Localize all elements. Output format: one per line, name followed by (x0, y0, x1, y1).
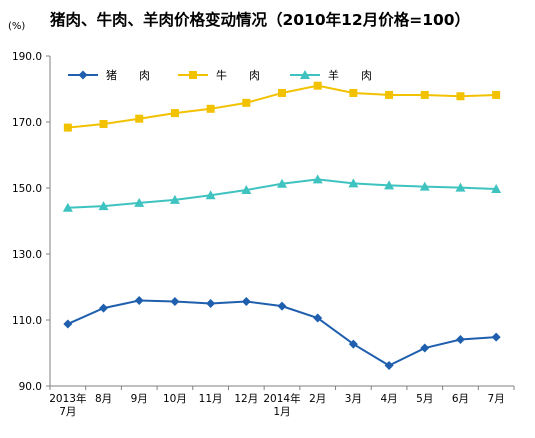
chart-title: 猪肉、牛肉、羊肉价格变动情况（2010年12月价格=100） (49, 10, 470, 29)
data-point (205, 190, 216, 200)
data-point (491, 332, 501, 342)
data-point (170, 109, 179, 118)
data-point (348, 339, 358, 349)
data-point (63, 123, 72, 132)
legend-marker (300, 70, 310, 79)
data-point (420, 90, 429, 99)
x-tick-label: 11月 (199, 393, 223, 405)
x-tick-label: 1月 (273, 406, 290, 418)
legend-marker (78, 70, 88, 80)
unit-label: (%) (8, 21, 25, 32)
data-point (455, 182, 466, 192)
data-point (242, 98, 251, 107)
data-point (419, 181, 430, 191)
data-point (312, 174, 323, 184)
x-tick-label: 4月 (380, 393, 397, 405)
x-tick-label: 2014年 (263, 392, 300, 405)
series-2 (62, 174, 502, 212)
data-point (169, 194, 180, 204)
data-point (277, 301, 287, 311)
data-point (206, 299, 216, 308)
data-point (99, 303, 109, 313)
y-tick-label: 170.0 (12, 117, 42, 129)
legend-label: 猪 肉 (106, 69, 150, 82)
series-1 (63, 81, 501, 132)
data-point (456, 92, 465, 101)
data-point (134, 296, 144, 306)
data-point (492, 90, 501, 99)
data-point (63, 319, 73, 329)
x-tick-label: 6月 (452, 393, 469, 405)
y-tick-label: 190.0 (12, 51, 42, 63)
legend-label: 牛 肉 (216, 68, 260, 82)
data-point (62, 202, 73, 212)
x-tick-label: 12月 (234, 393, 258, 405)
data-point (134, 197, 145, 207)
y-tick-label: 150.0 (12, 183, 42, 195)
data-point (385, 90, 394, 99)
series-0 (63, 296, 501, 371)
series-layer (62, 81, 502, 371)
data-point (170, 297, 180, 307)
y-tick-label: 110.0 (12, 315, 42, 327)
data-point (99, 119, 108, 128)
x-tick-label: 7月 (59, 406, 76, 418)
legend-marker (189, 71, 197, 79)
legend-item-1: 牛 肉 (178, 68, 260, 82)
x-tick-label: 3月 (345, 393, 362, 405)
data-point (98, 201, 109, 211)
data-point (384, 361, 394, 371)
data-point (348, 178, 359, 188)
legend-item-2: 羊 肉 (290, 68, 372, 82)
data-point (313, 81, 322, 90)
x-tick-label: 2013年 (49, 392, 86, 405)
data-point (206, 104, 215, 113)
legend-item-0: 猪 肉 (68, 69, 150, 82)
x-tick-label: 5月 (416, 393, 433, 405)
x-tick-label: 10月 (163, 393, 187, 405)
data-point (277, 178, 287, 188)
data-point (241, 297, 251, 307)
data-point (384, 180, 395, 190)
legend-label: 羊 肉 (328, 68, 372, 82)
legend: 猪 肉牛 肉羊 肉 (68, 68, 372, 82)
data-point (241, 184, 252, 194)
x-tick-label: 7月 (488, 393, 505, 405)
data-point (313, 313, 323, 323)
x-tick-label: 9月 (131, 393, 148, 405)
y-tick-label: 130.0 (12, 249, 42, 261)
data-point (135, 114, 144, 123)
data-point (491, 183, 502, 193)
y-tick-label: 90.0 (19, 381, 42, 393)
data-point (455, 334, 465, 344)
data-point (278, 88, 286, 97)
x-tick-label: 2月 (309, 393, 326, 405)
data-point (349, 88, 358, 97)
data-point (420, 343, 430, 353)
x-tick-label: 8月 (95, 393, 112, 405)
